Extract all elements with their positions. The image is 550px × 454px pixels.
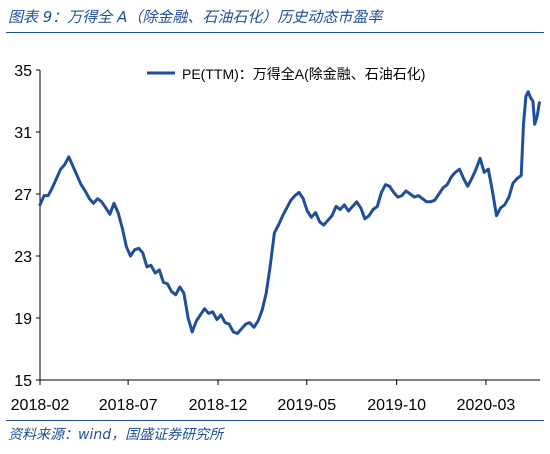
legend: PE(TTM)：万得全A(除金融、石油石化) — [147, 66, 425, 82]
y-tick-label: 23 — [14, 249, 32, 266]
x-tick-label: 2019-05 — [277, 397, 336, 414]
x-tick-label: 2018-07 — [99, 397, 158, 414]
y-tick-label: 27 — [14, 187, 32, 204]
x-axis-ticks: 2018-02 2018-07 2018-12 2019-05 2019-10 2020-… — [11, 380, 516, 414]
x-tick-label: 2019-10 — [367, 397, 426, 414]
x-tick-label: 2018-02 — [11, 397, 70, 414]
y-tick-label: 31 — [14, 125, 32, 142]
y-tick-label: 15 — [14, 373, 32, 390]
x-tick-label: 2018-12 — [189, 397, 248, 414]
y-axis-ticks: 15 19 23 27 31 35 — [14, 63, 40, 390]
footer-rule — [6, 420, 544, 421]
legend-label: PE(TTM)：万得全A(除金融、石油石化) — [182, 66, 425, 82]
figure-title: 图表 9：万得全 A（除金融、石油石化）历史动态市盈率 — [8, 8, 383, 26]
title-rule — [6, 32, 544, 33]
series-line-pe-ttm — [38, 90, 541, 335]
source-note: 资料来源：wind，国盛证券研究所 — [8, 427, 224, 443]
y-tick-label: 35 — [14, 63, 32, 80]
axes — [39, 70, 540, 381]
x-tick-label: 2020-03 — [457, 397, 516, 414]
y-tick-label: 19 — [14, 311, 32, 328]
